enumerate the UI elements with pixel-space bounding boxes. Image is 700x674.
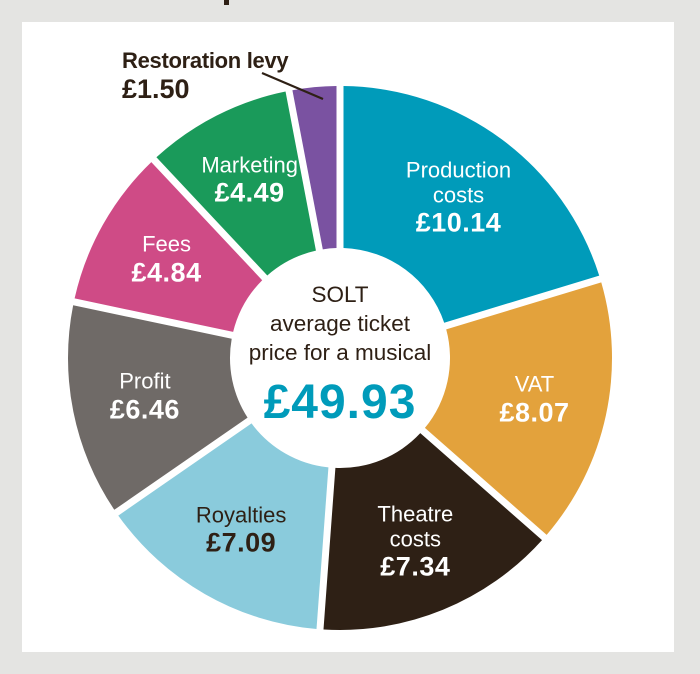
segment-vat	[424, 282, 612, 535]
segment-value: £4.84	[131, 257, 202, 288]
segment-restoration-levy	[292, 86, 337, 250]
restoration-levy-label: Restoration levy £1.50	[122, 48, 289, 105]
segment-name: Profit	[119, 368, 171, 394]
label-vat: VAT £8.07	[499, 371, 570, 428]
average-ticket-price: £49.93	[263, 376, 417, 429]
segment-name: Marketing	[201, 152, 298, 178]
restoration-levy-value: £1.50	[122, 74, 190, 104]
segment-name: VAT	[514, 371, 555, 397]
center-line-2: average ticket	[269, 311, 411, 336]
segment-value: £6.46	[109, 394, 180, 425]
segment-value: £7.34	[380, 551, 451, 582]
segment-name: costs	[432, 182, 485, 208]
segment-value: £10.14	[415, 207, 502, 238]
segment-royalties	[118, 423, 329, 629]
segment-value: £4.49	[214, 177, 285, 208]
donut-segments	[68, 86, 612, 630]
segment-name: costs	[389, 526, 442, 552]
label-production-costs: Production costs £10.14	[405, 157, 512, 238]
segment-name: Royalties	[195, 502, 287, 528]
center-line-1: SOLT	[311, 282, 369, 307]
cropped-title-fragment	[224, 0, 229, 5]
label-fees: Fees £4.84	[131, 231, 202, 288]
segment-fees	[74, 162, 263, 332]
center-line-3: price for a musical	[248, 340, 432, 365]
segment-profit	[68, 305, 248, 510]
segment-name: Production	[405, 157, 512, 183]
restoration-leader-line	[261, 71, 324, 101]
restoration-levy-name: Restoration levy	[122, 48, 289, 73]
segment-name: Fees	[142, 231, 192, 257]
segment-value: £7.09	[206, 527, 277, 558]
segment-theatre-costs	[323, 433, 543, 630]
center-summary: SOLT average ticket price for a musical …	[249, 280, 432, 430]
segment-value: £8.07	[499, 397, 570, 428]
label-profit: Profit £6.46	[109, 368, 180, 425]
label-royalties: Royalties £7.09	[196, 503, 286, 558]
segment-name: Theatre	[377, 501, 454, 527]
label-marketing: Marketing £4.49	[201, 153, 298, 208]
segment-marketing	[156, 91, 316, 276]
label-theatre-costs: Theatre costs £7.34	[377, 501, 454, 582]
segment-production-costs	[343, 86, 600, 323]
